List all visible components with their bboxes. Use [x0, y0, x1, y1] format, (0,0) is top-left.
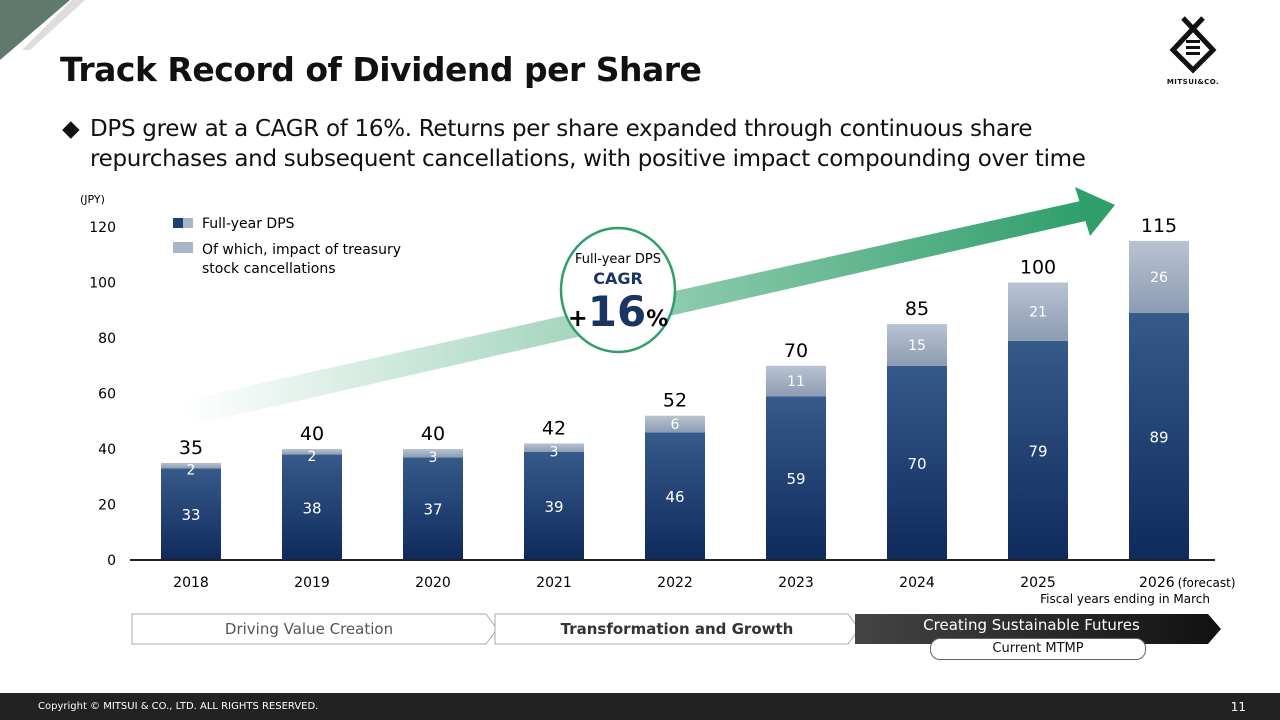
- label-total-2018: 35: [179, 437, 203, 459]
- page-title: Track Record of Dividend per Share: [60, 50, 702, 89]
- bar-cancellation-2024: [887, 324, 947, 366]
- label-dps-2025: 79: [1028, 442, 1047, 460]
- label-dps-2024: 70: [907, 455, 926, 473]
- footer: Copyright © MITSUI & CO., LTD. ALL RIGHT…: [0, 693, 1280, 720]
- x-tick-2019: 2019: [294, 575, 330, 591]
- x-axis-note: Fiscal years ending in March: [1040, 592, 1210, 606]
- svg-text:+16%: +16%: [568, 287, 669, 336]
- x-tick-2020: 2020: [415, 575, 451, 591]
- bar-cancellation-2026: [1129, 240, 1189, 314]
- label-cancellation-2021: 3: [550, 445, 559, 461]
- bar-dps-2021: [524, 451, 584, 560]
- svg-text:Full-year DPS: Full-year DPS: [575, 252, 661, 267]
- diamond-bullet-icon: ◆: [62, 116, 80, 142]
- y-tick-120: 120: [89, 220, 116, 236]
- y-tick-0: 0: [107, 553, 116, 569]
- bar-dps-2025: [1008, 340, 1068, 560]
- bar-cancellation-2021: [524, 443, 584, 452]
- phase-driving-value-creation: Driving Value Creation: [224, 619, 394, 638]
- bar-cancellation-2025: [1008, 282, 1068, 341]
- copyright: Copyright © MITSUI & CO., LTD. ALL RIGHT…: [38, 701, 319, 712]
- label-dps-2020: 37: [423, 501, 442, 519]
- label-dps-2023: 59: [786, 470, 805, 488]
- cagr-badge: Full-year DPS CAGR +16%: [559, 226, 677, 354]
- label-cancellation-2022: 6: [671, 417, 680, 433]
- corner-decoration: [0, 0, 85, 60]
- y-tick-60: 60: [98, 387, 116, 403]
- label-total-2020: 40: [421, 423, 445, 445]
- legend-label-cancellation: Of which, impact of treasury: [202, 242, 401, 258]
- legend-swatch-dps-cap: [183, 218, 193, 228]
- label-dps-2022: 46: [665, 488, 684, 506]
- label-total-2026: 115: [1141, 215, 1177, 237]
- x-tick-2022: 2022: [657, 575, 693, 591]
- phase-transformation-and-growth: Transformation and Growth: [560, 619, 794, 638]
- y-tick-20: 20: [98, 498, 116, 514]
- legend: Full-year DPS Of which, impact of treasu…: [173, 216, 401, 277]
- label-total-2024: 85: [905, 298, 929, 320]
- x-tick-2026: 2026 (forecast): [1139, 575, 1236, 591]
- legend-swatch-cancellation: [173, 242, 193, 253]
- logo-text: MITSUI&CO.: [1166, 78, 1220, 86]
- y-unit-label: (JPY): [80, 193, 105, 206]
- label-cancellation-2026: 26: [1150, 270, 1168, 286]
- bar-cancellation-2022: [645, 415, 705, 433]
- bar-cancellation-2018: [161, 462, 221, 469]
- legend-label-cancellation-2: stock cancellations: [202, 261, 336, 277]
- bar-dps-2018: [161, 468, 221, 560]
- label-total-2019: 40: [300, 423, 324, 445]
- label-dps-2026: 89: [1149, 429, 1168, 447]
- x-tick-2025: 2025: [1020, 575, 1056, 591]
- label-total-2023: 70: [784, 340, 808, 362]
- bar-cancellation-2020: [403, 449, 463, 458]
- bar-dps-2024: [887, 365, 947, 560]
- bar-dps-2020: [403, 457, 463, 560]
- label-cancellation-2023: 11: [787, 374, 805, 390]
- legend-swatch-dps: [173, 218, 183, 228]
- current-mtmp-label: Current MTMP: [930, 638, 1146, 660]
- x-tick-2018: 2018: [173, 575, 209, 591]
- bar-dps-2026: [1129, 313, 1189, 560]
- bar-dps-2022: [645, 432, 705, 560]
- x-tick-2023: 2023: [778, 575, 814, 591]
- page-number: 11: [1230, 700, 1246, 714]
- phase-creating-sustainable-futures: Creating Sustainable Futures: [923, 616, 1140, 634]
- bar-dps-2019: [282, 454, 342, 560]
- summary-bullet: ◆ DPS grew at a CAGR of 16%. Returns per …: [62, 116, 1086, 172]
- label-dps-2019: 38: [302, 499, 321, 517]
- y-tick-80: 80: [98, 331, 116, 347]
- x-tick-2021: 2021: [536, 575, 572, 591]
- label-dps-2018: 33: [181, 506, 200, 524]
- label-total-2021: 42: [542, 417, 566, 439]
- label-dps-2021: 39: [544, 498, 563, 516]
- y-tick-100: 100: [89, 276, 116, 292]
- label-cancellation-2018: 2: [187, 463, 196, 479]
- label-cancellation-2024: 15: [908, 338, 926, 354]
- label-cancellation-2019: 2: [308, 449, 317, 465]
- dps-bar-chart: 33 2 35 38 2 40 37 3 40 39 3 42 46 6 52 59 11 70 70 15 85 79 2…: [80, 187, 1236, 606]
- bar-dps-2023: [766, 396, 826, 560]
- bar-cancellation-2019: [282, 449, 342, 455]
- legend-label-dps: Full-year DPS: [202, 216, 295, 232]
- svg-text:CAGR: CAGR: [593, 269, 643, 288]
- label-cancellation-2020: 3: [429, 450, 438, 466]
- company-logo: MITSUI&CO.: [1162, 14, 1224, 86]
- x-tick-2024: 2024: [899, 575, 935, 591]
- y-tick-40: 40: [98, 442, 116, 458]
- label-cancellation-2025: 21: [1029, 305, 1047, 321]
- phase-arrows: [131, 613, 1221, 645]
- label-total-2025: 100: [1020, 257, 1056, 279]
- mitsui-logo-icon: [1169, 16, 1217, 74]
- label-total-2022: 52: [663, 390, 687, 412]
- bar-cancellation-2023: [766, 365, 826, 397]
